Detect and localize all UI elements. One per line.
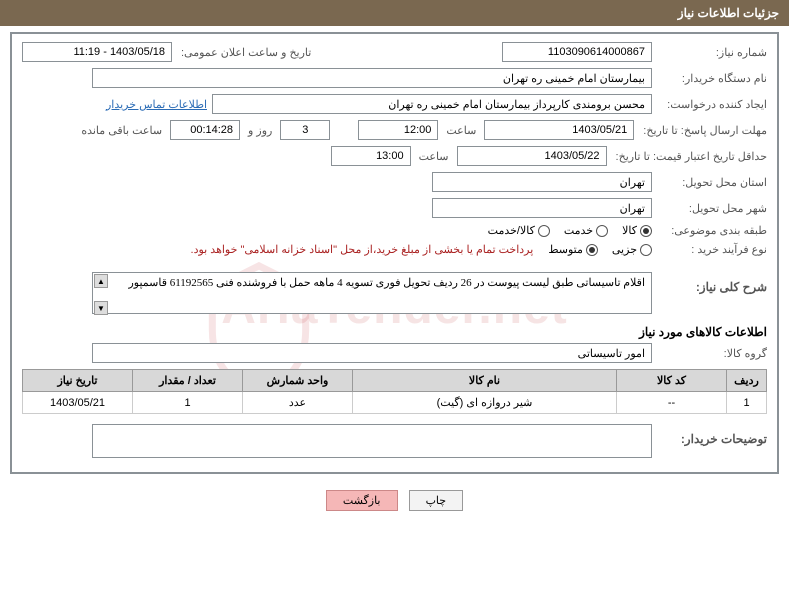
validity-label: حداقل تاریخ اعتبار قیمت: تا تاریخ:: [611, 150, 767, 163]
buyer-notes-label: توضیحات خریدار:: [657, 432, 767, 446]
reply-time-value: 12:00: [358, 120, 438, 140]
need-desc-value[interactable]: [92, 272, 652, 314]
need-no-label: شماره نیاز:: [657, 46, 767, 59]
cell-name: شیر دروازه ای (گیت): [353, 392, 617, 414]
buyer-org-label: نام دستگاه خریدار:: [657, 72, 767, 85]
city-value: تهران: [432, 198, 652, 218]
th-idx: ردیف: [727, 370, 767, 392]
proc-type-option-1[interactable]: متوسط: [548, 243, 598, 256]
table-row: 1--شیر دروازه ای (گیت)عدد11403/05/21: [23, 392, 767, 414]
radio-label: کالا: [622, 224, 637, 237]
hour-label-2: ساعت: [415, 150, 453, 163]
radio-icon[interactable]: [640, 244, 652, 256]
province-label: استان محل تحویل:: [657, 176, 767, 189]
proc-type-option-0[interactable]: جزیی: [612, 243, 652, 256]
reply-date-value: 1403/05/21: [484, 120, 634, 140]
city-label: شهر محل تحویل:: [657, 202, 767, 215]
table-header-row: ردیف کد کالا نام کالا واحد شمارش تعداد /…: [23, 370, 767, 392]
radio-label: کالا/خدمت: [488, 224, 535, 237]
radio-label: متوسط: [548, 243, 583, 256]
th-unit: واحد شمارش: [243, 370, 353, 392]
payment-note: پرداخت تمام یا بخشی از مبلغ خرید،از محل …: [191, 243, 534, 256]
proc-type-radio-group: جزیی متوسط: [548, 243, 652, 256]
radio-icon[interactable]: [586, 244, 598, 256]
panel-header: جزئیات اطلاعات نیاز: [0, 0, 789, 26]
remaining-label: ساعت باقی مانده: [77, 124, 166, 137]
scroll-up-icon[interactable]: ▲: [94, 274, 108, 288]
contact-link[interactable]: اطلاعات تماس خریدار: [106, 98, 207, 111]
requester-value: محسن برومندی کارپرداز بیمارستان امام خمی…: [212, 94, 652, 114]
items-section-title: اطلاعات کالاهای مورد نیاز: [22, 325, 767, 339]
cell-idx: 1: [727, 392, 767, 414]
need-desc-label: شرح کلی نیاز:: [657, 280, 767, 294]
th-qty: تعداد / مقدار: [133, 370, 243, 392]
remaining-days-value: 3: [280, 120, 330, 140]
th-code: کد کالا: [617, 370, 727, 392]
radio-label: جزیی: [612, 243, 637, 256]
category-radio-group: کالا خدمت کالا/خدمت: [488, 224, 652, 237]
category-label: طبقه بندی موضوعی:: [657, 224, 767, 237]
cell-date: 1403/05/21: [23, 392, 133, 414]
reply-deadline-label: مهلت ارسال پاسخ: تا تاریخ:: [638, 124, 767, 137]
validity-time-value: 13:00: [331, 146, 411, 166]
goods-group-value: امور تاسیساتی: [92, 343, 652, 363]
cell-code: --: [617, 392, 727, 414]
radio-icon[interactable]: [596, 225, 608, 237]
scroll-down-icon[interactable]: ▼: [94, 301, 108, 315]
proc-type-label: نوع فرآیند خرید :: [657, 243, 767, 256]
details-panel: شماره نیاز: 1103090614000867 تاریخ و ساع…: [10, 32, 779, 474]
buyer-notes-value: [92, 424, 652, 458]
province-value: تهران: [432, 172, 652, 192]
cell-unit: عدد: [243, 392, 353, 414]
cell-qty: 1: [133, 392, 243, 414]
radio-icon[interactable]: [640, 225, 652, 237]
requester-label: ایجاد کننده درخواست:: [657, 98, 767, 111]
announce-date-value: 1403/05/18 - 11:19: [22, 42, 172, 62]
button-row: چاپ بازگشت: [0, 480, 789, 525]
items-table: ردیف کد کالا نام کالا واحد شمارش تعداد /…: [22, 369, 767, 414]
radio-icon[interactable]: [538, 225, 550, 237]
goods-group-label: گروه کالا:: [657, 347, 767, 360]
remaining-time-value: 00:14:28: [170, 120, 240, 140]
category-option-1[interactable]: خدمت: [564, 224, 608, 237]
category-option-0[interactable]: کالا: [622, 224, 652, 237]
hour-label-1: ساعت: [442, 124, 480, 137]
th-date: تاریخ نیاز: [23, 370, 133, 392]
days-label: روز و: [244, 124, 276, 137]
th-name: نام کالا: [353, 370, 617, 392]
back-button[interactable]: بازگشت: [326, 490, 398, 511]
need-no-value: 1103090614000867: [502, 42, 652, 62]
category-option-2[interactable]: کالا/خدمت: [488, 224, 550, 237]
radio-label: خدمت: [564, 224, 593, 237]
announce-date-label: تاریخ و ساعت اعلان عمومی:: [177, 46, 315, 59]
buyer-org-value: بیمارستان امام خمینی ره تهران: [92, 68, 652, 88]
validity-date-value: 1403/05/22: [457, 146, 607, 166]
print-button[interactable]: چاپ: [409, 490, 464, 511]
